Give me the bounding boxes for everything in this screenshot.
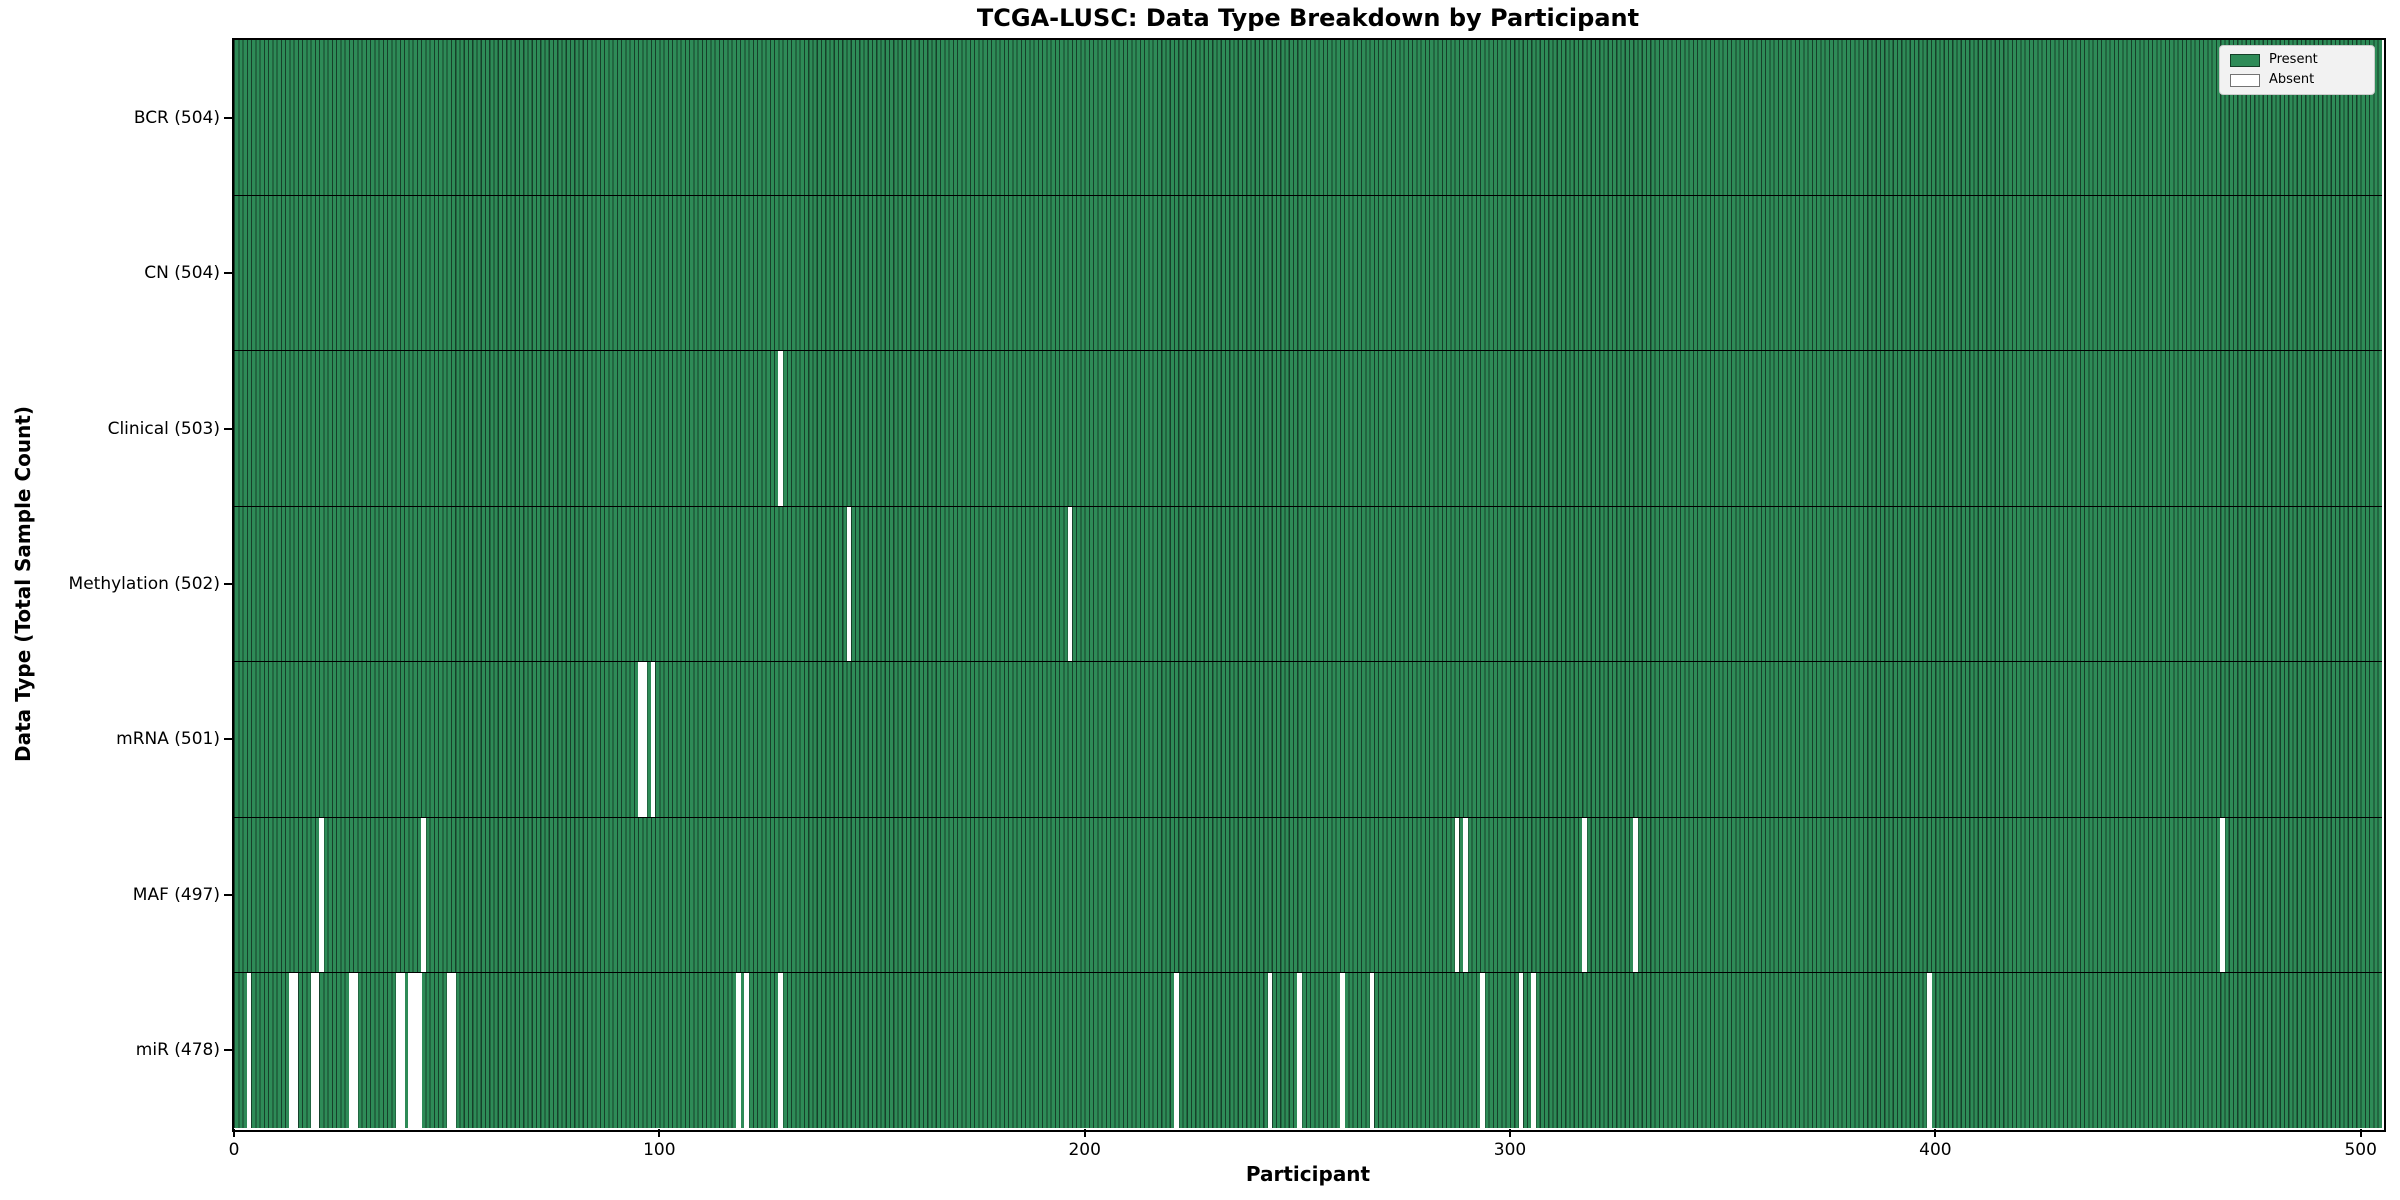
y-tick-mark [224,738,232,741]
absent-mark [310,973,316,1129]
row-BCR [234,40,2382,195]
absent-mark [735,973,741,1129]
absent-mark [1582,817,1587,973]
absent-mark [408,973,414,1129]
legend-label: Absent [2269,72,2315,87]
y-tick-label: mRNA (501) [116,729,220,750]
y-tick-label: CN (504) [144,263,220,284]
x-tick-label: 200 [1068,1140,1101,1160]
row-Methylation [234,505,2382,662]
absent-mark [1454,817,1460,973]
x-tick-label: 500 [2344,1140,2377,1160]
absent-mark [778,351,784,506]
absent-mark [1463,817,1468,973]
y-tick-label: BCR (504) [133,107,220,128]
chart-title: TCGA-LUSC: Data Type Breakdown by Partic… [976,4,1640,32]
absent-mark [1480,973,1485,1129]
absent-mark [399,973,405,1129]
legend-entry-present: Present [2230,53,2364,67]
absent-mark [1369,973,1375,1129]
absent-mark [348,973,354,1129]
absent-mark [412,973,418,1129]
absent-mark [314,973,320,1129]
absent-mark [246,973,252,1129]
y-tick-label: Clinical (503) [107,418,220,439]
absent-mark [446,973,452,1129]
absent-mark [353,973,358,1129]
y-tick-mark [224,427,232,430]
absent-mark [638,662,643,817]
row-mRNA [234,661,2382,817]
absent-mark [642,662,647,817]
absent-mark [1926,973,1932,1129]
legend-swatch-icon [2230,53,2260,67]
absent-mark [846,506,852,662]
absent-mark [2220,817,2225,973]
x-tick-mark [233,1129,235,1137]
absent-mark [395,973,401,1129]
absent-mark [1297,973,1302,1129]
legend: Present Absent [2219,45,2375,95]
x-tick-label: 100 [643,1140,676,1160]
row-MAF [234,816,2382,973]
absent-mark [1531,973,1536,1129]
absent-mark [1174,973,1179,1129]
y-tick-label: MAF (497) [132,884,220,905]
absent-mark [778,973,784,1129]
x-axis-title: Participant [1245,1162,1371,1186]
y-tick-mark [224,893,232,896]
absent-mark [744,973,750,1129]
row-miR [234,972,2382,1129]
row-CN [234,194,2382,351]
x-tick-label: 300 [1493,1140,1527,1160]
y-tick-label: miR (478) [135,1040,220,1061]
absent-mark [416,973,422,1129]
absent-mark [1067,506,1073,662]
y-tick-mark [224,116,232,119]
absent-mark [1267,973,1273,1129]
plot-area [234,40,2382,1129]
legend-entry-absent: Absent [2230,73,2364,87]
row-Clinical [234,350,2382,506]
absent-mark [1633,817,1639,973]
absent-mark [289,973,294,1129]
x-tick-mark [1083,1129,1086,1137]
absent-mark [650,662,656,817]
absent-mark [1339,973,1345,1129]
legend-label: Present [2269,52,2318,67]
absent-mark [293,973,299,1129]
x-tick-label: 400 [1919,1140,1952,1160]
legend-swatch-icon [2230,73,2260,87]
x-tick-mark [658,1129,661,1137]
x-tick-mark [2359,1129,2362,1137]
absent-mark [1518,973,1524,1129]
absent-mark [319,817,324,973]
x-tick-mark [1509,1129,1512,1137]
y-tick-mark [224,272,232,275]
absent-mark [450,973,456,1129]
y-tick-label: Methylation (502) [68,574,220,594]
y-tick-mark [224,583,232,585]
x-tick-mark [1934,1129,1937,1137]
absent-mark [421,817,426,973]
x-tick-label: 0 [228,1140,240,1160]
y-tick-mark [224,1049,232,1052]
